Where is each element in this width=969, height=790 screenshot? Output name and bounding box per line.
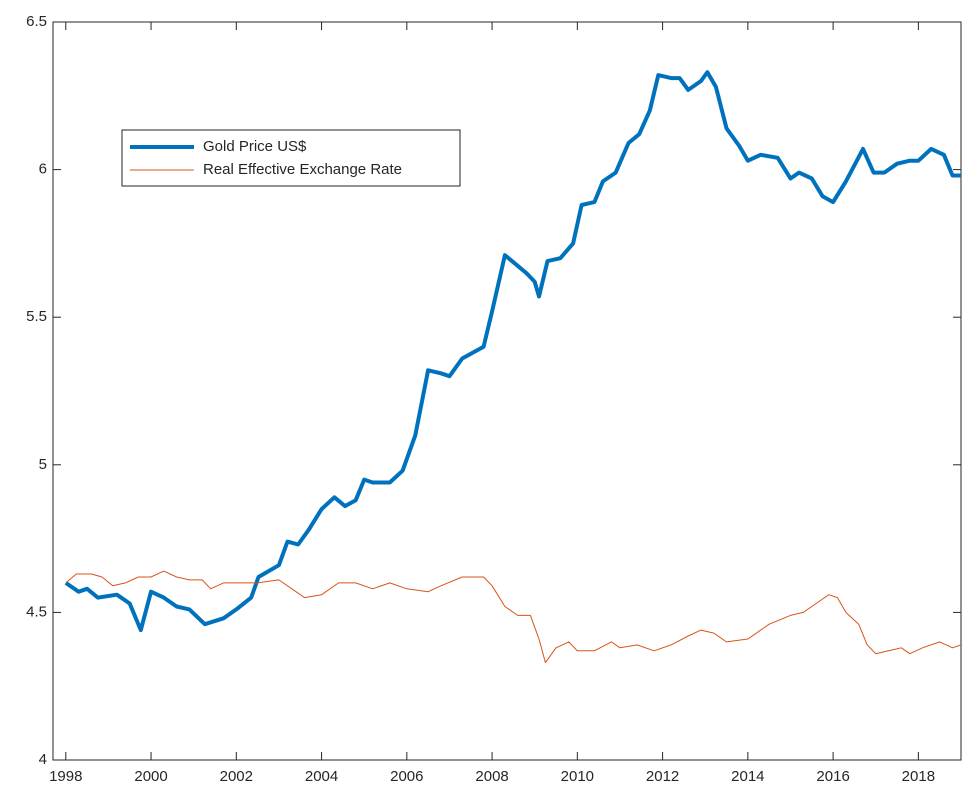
x-tick-label: 2004 <box>305 768 338 785</box>
x-tick-label: 2016 <box>816 768 849 785</box>
data-line <box>65 570 962 664</box>
legend-box <box>121 129 461 187</box>
x-tick-label: 2002 <box>220 768 253 785</box>
x-tick-label: 2008 <box>475 768 508 785</box>
y-tick-label: 4 <box>39 751 47 768</box>
legend-label: Gold Price US$ <box>203 138 307 155</box>
x-tick-label: 2000 <box>134 768 167 785</box>
x-tick-label: 2010 <box>561 768 594 785</box>
x-tick-label: 2012 <box>646 768 679 785</box>
data-line <box>64 70 961 633</box>
y-tick-label: 6.5 <box>26 13 47 30</box>
x-tick-label: 2006 <box>390 768 423 785</box>
y-tick-label: 6 <box>39 161 47 178</box>
x-tick-label: 2014 <box>731 768 764 785</box>
y-tick-label: 4.5 <box>26 603 47 620</box>
y-tick-label: 5 <box>39 456 47 473</box>
y-tick-label: 5.5 <box>26 308 47 325</box>
legend-label: Real Effective Exchange Rate <box>203 161 402 178</box>
x-tick-label: 2018 <box>902 768 935 785</box>
x-tick-label: 1998 <box>49 768 82 785</box>
